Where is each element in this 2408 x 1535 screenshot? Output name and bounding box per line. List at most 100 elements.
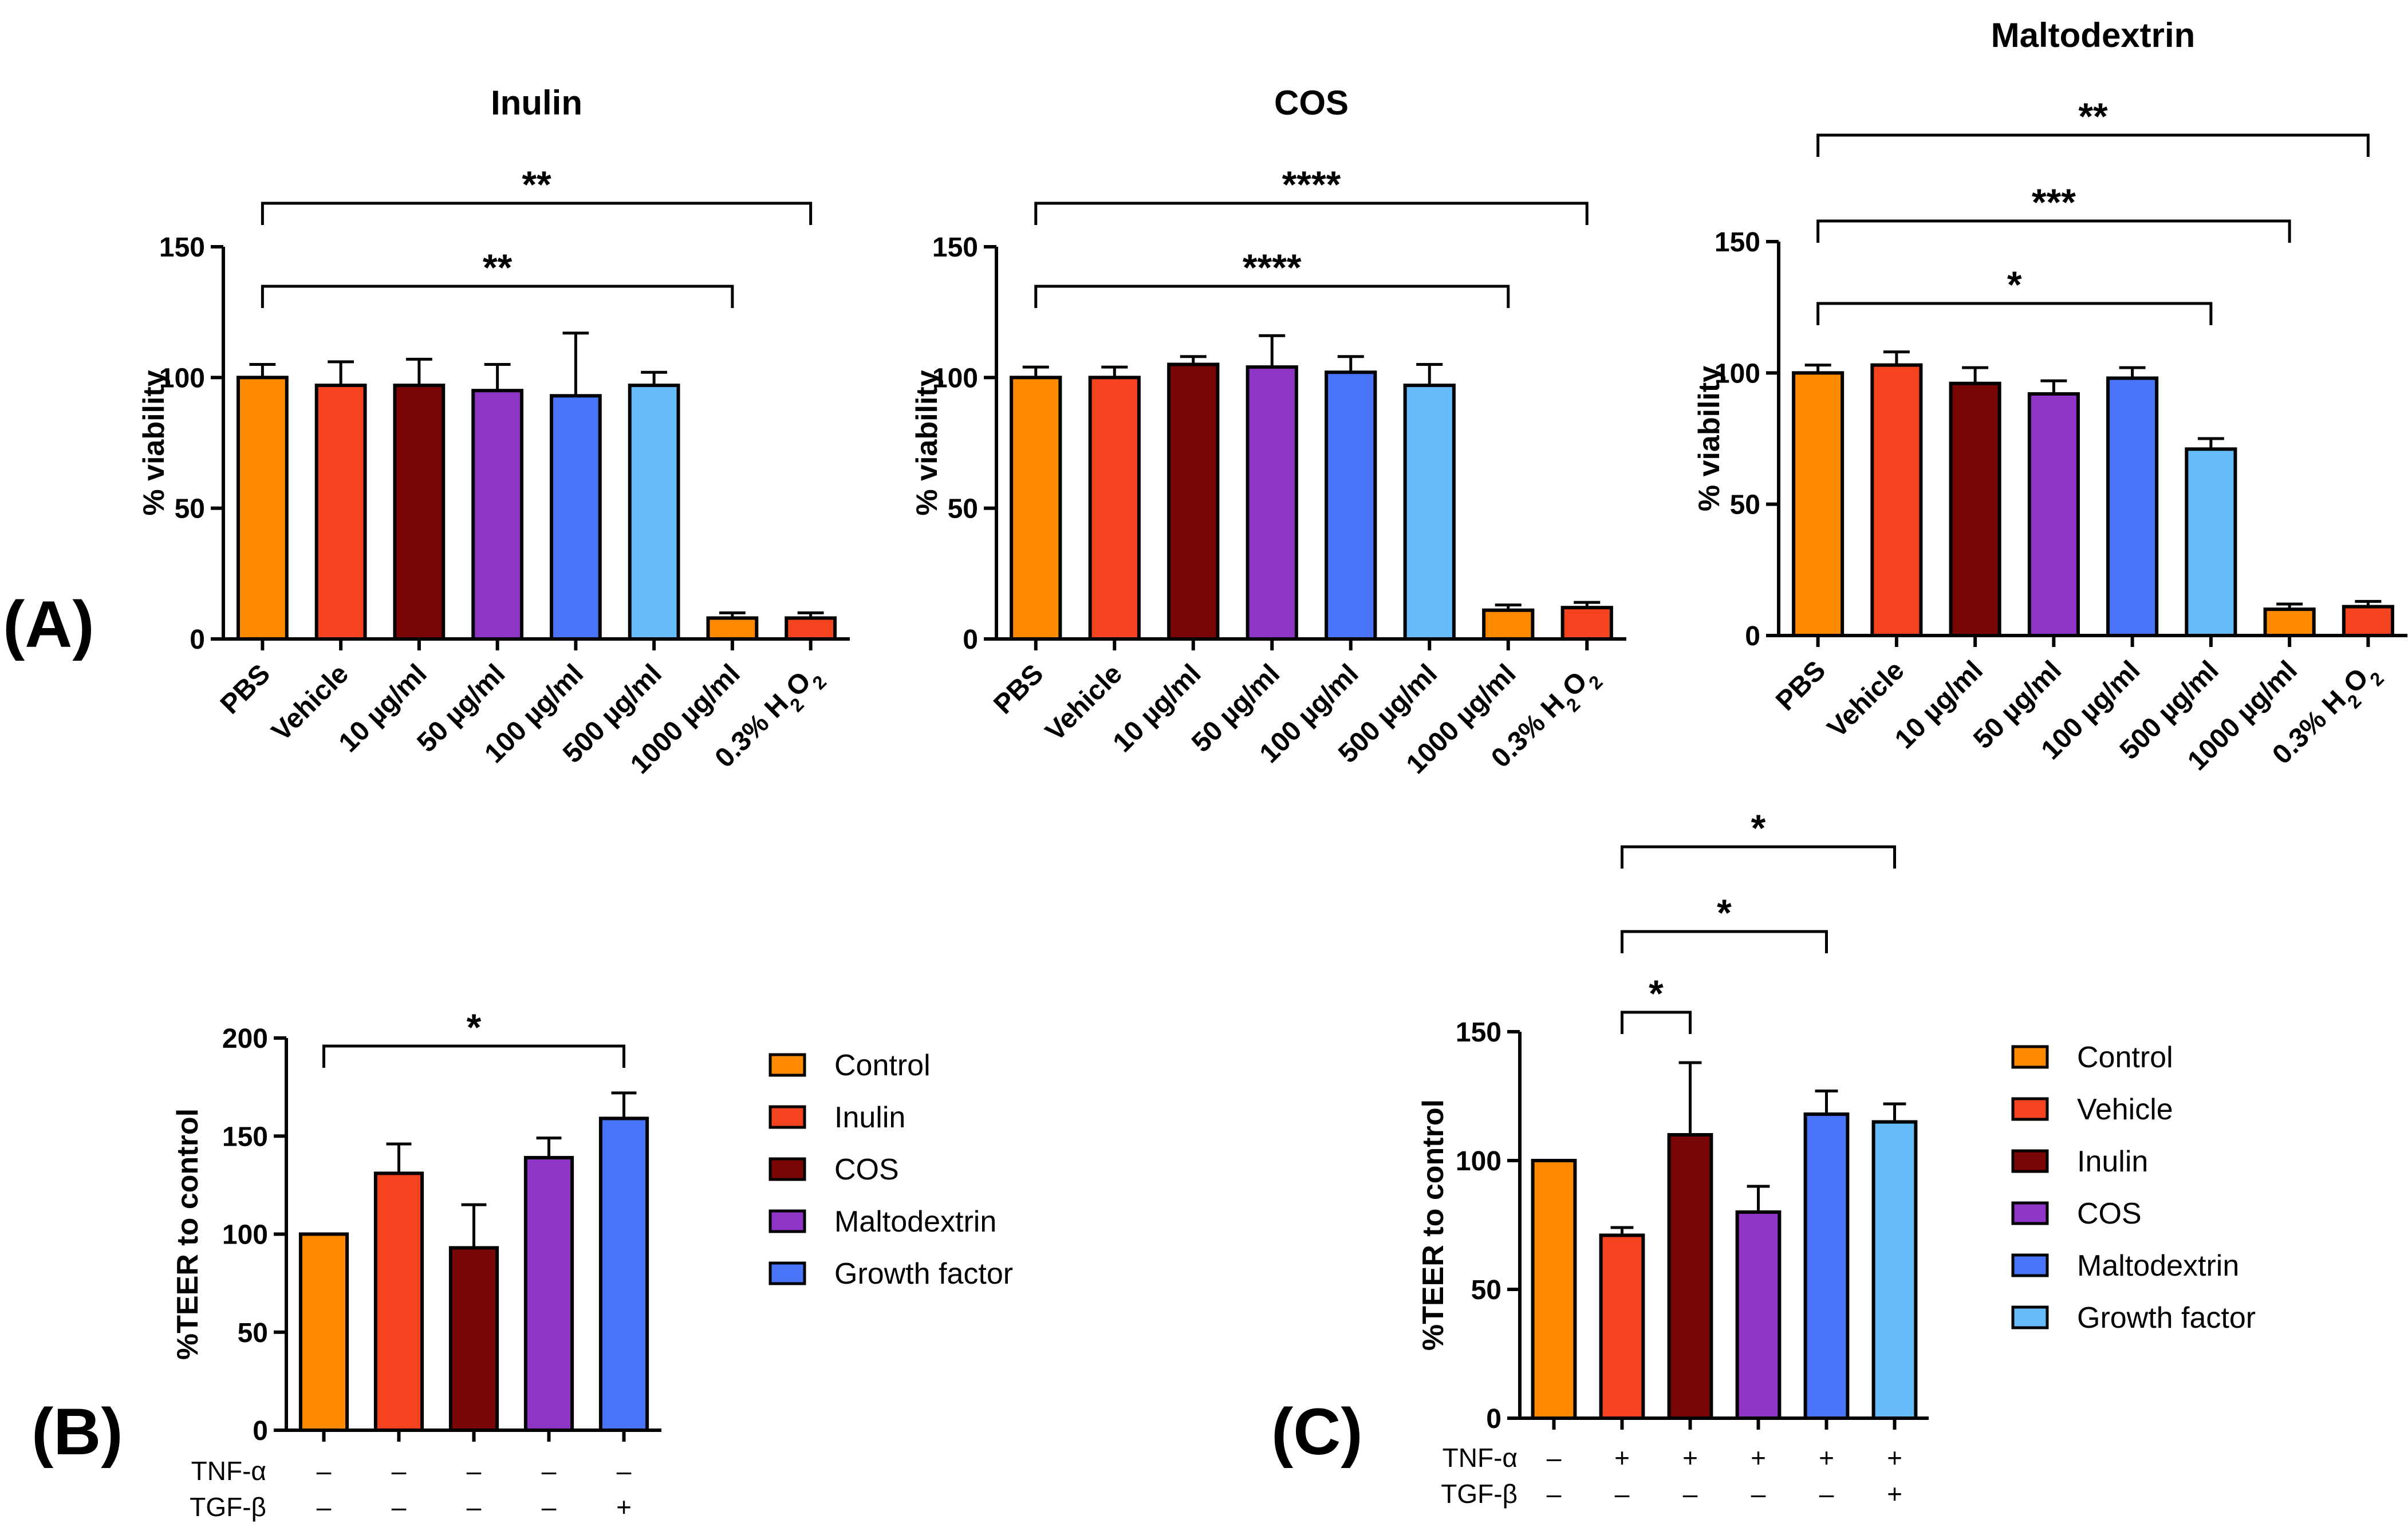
treatment-mark: – [317, 1456, 332, 1486]
legend-swatch [2011, 1253, 2049, 1277]
category-label: PBS [215, 658, 276, 720]
treatment-mark: – [617, 1456, 632, 1486]
y-axis-label: % viability [137, 370, 171, 515]
y-tick-label: 50 [1730, 490, 1760, 520]
legend-label: Growth factor [2077, 1301, 2256, 1335]
chart-title: COS [1274, 84, 1349, 122]
treatment-label: TGF-β [1441, 1479, 1518, 1509]
y-tick-label: 100 [1456, 1146, 1501, 1177]
bar [1325, 370, 1377, 641]
bar [1482, 608, 1535, 641]
y-tick-label: 100 [159, 363, 205, 393]
significance-bracket [1621, 845, 1896, 869]
significance-stars: ** [483, 246, 513, 289]
treatment-mark: – [317, 1492, 332, 1522]
significance-bracket [1034, 285, 1510, 308]
legend-swatch [768, 1157, 806, 1181]
treatment-mark: – [392, 1456, 407, 1486]
legend-label: Inulin [834, 1101, 905, 1134]
legend-label: Growth factor [834, 1257, 1013, 1291]
chart-title: Inulin [491, 84, 582, 122]
bar [314, 384, 367, 641]
bar [1735, 1210, 1782, 1420]
bar [523, 1155, 574, 1433]
y-axis-label: % viability [1693, 366, 1726, 511]
y-tick-label: 100 [222, 1220, 268, 1250]
legend-label: Control [834, 1049, 931, 1082]
legend-swatch [768, 1261, 806, 1285]
bar [628, 384, 680, 641]
bar [1246, 365, 1298, 641]
treatment-mark: + [1751, 1443, 1766, 1473]
significance-bracket [1621, 1011, 1692, 1034]
legend-swatch [2011, 1201, 2049, 1225]
significance-stars: * [1751, 807, 1766, 849]
y-tick-label: 0 [1486, 1404, 1501, 1434]
significance-stars: * [2007, 263, 2022, 306]
panel-label-b: (B) [31, 1395, 123, 1469]
treatment-mark: – [1547, 1479, 1562, 1509]
bar [471, 389, 524, 641]
bar [1403, 384, 1456, 641]
y-axis-label: %TEER to control [1417, 1099, 1450, 1351]
legend-swatch [2011, 1097, 2049, 1121]
y-tick-label: 0 [1745, 621, 1760, 652]
legend-swatch [2011, 1305, 2049, 1329]
y-tick-label: 150 [1715, 227, 1760, 258]
bar [1167, 362, 1220, 641]
legend-label: Vehicle [2077, 1093, 2173, 1126]
bar [236, 376, 289, 641]
significance-stars: *** [2032, 181, 2076, 223]
treatment-mark: – [392, 1492, 407, 1522]
legend-swatch [768, 1105, 806, 1129]
treatment-mark: + [616, 1492, 632, 1522]
bar [1870, 363, 1923, 637]
significance-bracket [1816, 219, 2291, 243]
y-tick-label: 0 [253, 1416, 268, 1446]
y-tick-label: 50 [948, 494, 978, 524]
y-tick-label: 0 [963, 625, 978, 655]
legend-swatch [768, 1053, 806, 1077]
bar [448, 1246, 499, 1433]
y-tick-label: 100 [932, 363, 978, 393]
treatment-mark: + [1682, 1443, 1698, 1473]
y-tick-label: 100 [1715, 358, 1760, 389]
treatment-mark: – [1683, 1479, 1698, 1509]
bar [785, 616, 837, 641]
y-tick-label: 50 [175, 494, 205, 524]
bar [1088, 376, 1141, 641]
y-tick-label: 150 [932, 232, 978, 263]
legend-label: COS [2077, 1197, 2142, 1230]
treatment-mark: + [1887, 1443, 1902, 1473]
category-label: PBS [988, 658, 1049, 720]
significance-bracket [322, 1044, 625, 1068]
bar [1010, 376, 1062, 641]
treatment-mark: – [467, 1492, 482, 1522]
bar [1667, 1133, 1713, 1420]
treatment-mark: + [1887, 1479, 1902, 1509]
bar [1599, 1233, 1645, 1420]
legend-label: Inulin [2077, 1145, 2148, 1178]
bar [393, 384, 446, 641]
bar [2106, 376, 2159, 637]
bar [2263, 607, 2316, 637]
significance-stars: * [1649, 972, 1664, 1015]
significance-stars: * [1717, 891, 1732, 934]
bar [1803, 1112, 1850, 1420]
y-tick-label: 0 [190, 625, 205, 655]
bar [598, 1116, 649, 1433]
significance-bracket [1816, 133, 2370, 157]
y-tick-label: 150 [1456, 1017, 1501, 1048]
treatment-label: TGF-β [190, 1492, 266, 1522]
significance-stars: **** [1282, 163, 1341, 206]
legend-label: Maltodextrin [2077, 1249, 2239, 1283]
y-tick-label: 50 [1471, 1275, 1501, 1305]
panel-label-a: (A) [3, 588, 94, 661]
bar [1531, 1159, 1577, 1420]
significance-bracket [1034, 202, 1589, 225]
significance-stars: * [467, 1006, 482, 1048]
legend-swatch [2011, 1045, 2049, 1069]
